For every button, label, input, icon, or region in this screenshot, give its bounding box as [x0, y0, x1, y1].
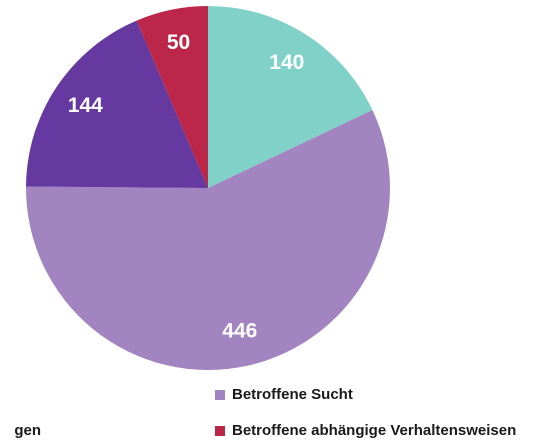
legend-label: Betroffene Sucht: [232, 386, 353, 403]
legend-marker: [215, 390, 225, 400]
legend-label: Betroffene abhängige Verhaltensweisen: [232, 422, 516, 439]
value-label: 50: [167, 31, 190, 54]
value-label: 446: [222, 319, 257, 342]
value-label: 140: [269, 51, 304, 74]
pie-slice: [208, 6, 373, 188]
pie-slice: [26, 20, 208, 189]
legend-label: gen: [14, 422, 41, 439]
pie-slice: [25, 109, 390, 370]
value-label: 144: [68, 94, 103, 117]
pie-slice: [136, 6, 208, 188]
legend-marker: [215, 426, 225, 436]
